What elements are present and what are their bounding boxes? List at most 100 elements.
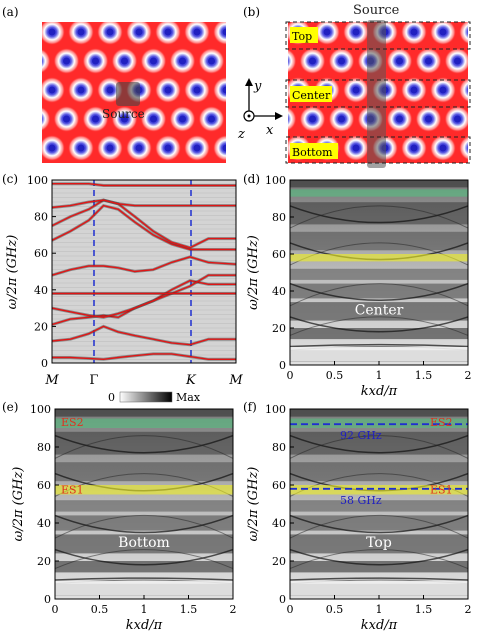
lattice-spot — [256, 19, 282, 45]
lattice-spot-core — [338, 0, 345, 7]
region-label-bottom-bg — [290, 143, 338, 159]
lattice-spot — [213, 77, 226, 103]
y-tick-label: 60 — [272, 479, 286, 492]
lattice-spot-core — [164, 144, 172, 152]
lattice-spot — [242, 135, 268, 161]
edge-state-label: ES1 — [61, 484, 84, 497]
lattice-a-spots — [20, 0, 283, 181]
lattice-spot-core — [121, 57, 128, 65]
panel-f: 92 GHz 58 GHz ES2 ES1 Top 0 20 40 60 80 100 0 0.5 1 1.… — [246, 403, 472, 633]
heatmap-band — [290, 283, 468, 299]
lattice-spot — [474, 164, 478, 190]
lattice-spot — [228, 48, 254, 74]
x-tick-label: 0 — [52, 603, 59, 616]
lattice-spot-core — [454, 0, 461, 7]
x-tick-label: 1.5 — [415, 369, 433, 382]
x-tick-label: 0.5 — [91, 603, 109, 616]
lattice-spot-core — [266, 0, 273, 7]
lattice-spot-core — [121, 174, 128, 181]
lattice-spot-core — [106, 144, 114, 152]
lattice-spot-core — [63, 57, 70, 65]
region-box-top — [285, 21, 471, 50]
region-box-center — [285, 79, 471, 108]
axes-indicator: y x z — [237, 78, 283, 142]
region-label-bottom: Bottom — [292, 146, 333, 159]
dispersion-curve — [289, 343, 469, 348]
lattice-spot-core — [193, 28, 201, 36]
panel-label-a: (a) — [2, 5, 19, 19]
lattice-spot-core — [338, 57, 345, 65]
dispersion-curve — [289, 434, 469, 454]
source-strip-b — [367, 20, 386, 168]
lattice-spot — [112, 0, 138, 16]
lattice-spot-core — [164, 86, 172, 94]
y-tick-label: 0 — [44, 593, 51, 606]
lattice-spot-core — [179, 0, 186, 7]
lattice-spot — [257, 48, 283, 74]
heatmap-band — [55, 500, 233, 512]
band-line-5 — [51, 256, 237, 276]
lattice-spot-core — [34, 58, 41, 65]
axis-label-x: x — [266, 123, 274, 138]
lattice-spot-core — [150, 115, 157, 123]
dispersion-curve — [54, 514, 234, 539]
region-label: Bottom — [118, 535, 170, 551]
lattice-spot-core — [179, 57, 186, 65]
lattice-spot-core — [396, 57, 403, 65]
panel-label-b: (b) — [243, 5, 260, 19]
lattice-spot-core — [48, 144, 56, 152]
heatmap-band — [290, 231, 468, 251]
heatmap-bright-band — [290, 581, 468, 595]
y-axis-label: ω/2π (GHz) — [246, 235, 261, 310]
region-label: Center — [355, 303, 404, 319]
frequency-label: 92 GHz — [340, 429, 382, 442]
lattice-spot — [474, 0, 478, 16]
panel-d: Center 0 20 40 60 80 100 0 0.5 1 1.5 2 ω/2π (GHz) kxd… — [246, 174, 472, 399]
band-line-0 — [52, 353, 236, 361]
lattice-spot — [199, 0, 225, 16]
x-tick-label: 1.5 — [180, 603, 198, 616]
dispersion-curve — [289, 205, 469, 224]
colorbar: 0 Max — [108, 391, 201, 404]
lattice-spot-core — [222, 86, 226, 94]
x-tick-label: M — [228, 373, 243, 388]
lattice-spot-core — [179, 115, 186, 123]
lattice-spot — [329, 0, 355, 16]
lattice-spot — [459, 135, 468, 161]
x-axis-label: kxd/π — [361, 384, 398, 399]
y-tick-label: 40 — [37, 517, 51, 530]
highlight-band-yellow — [290, 485, 468, 495]
panel-label-f: (f) — [243, 400, 257, 414]
highlight-band-green — [55, 418, 233, 428]
frequency-label: 58 GHz — [340, 494, 382, 507]
dispersion-curve — [54, 577, 234, 581]
y-tick-label: 40 — [272, 517, 286, 530]
y-tick-label: 100 — [30, 403, 51, 416]
lattice-spot-core — [48, 28, 56, 36]
lattice-spot-core — [92, 57, 99, 65]
lattice-spot — [288, 48, 297, 74]
lattice-spot-core — [63, 115, 70, 123]
dispersion-curve — [289, 283, 469, 307]
lattice-spot-core — [20, 87, 27, 94]
lattice-spot — [213, 22, 226, 45]
lattice-spot-core — [63, 174, 70, 181]
lattice-spot-core — [367, 174, 374, 181]
panel-label-e: (e) — [2, 400, 18, 414]
lattice-spot — [271, 0, 297, 16]
y-label-c: ω/2π (GHz) — [5, 235, 20, 310]
lattice-spot-core — [179, 174, 186, 181]
y-tick-label: 40 — [272, 285, 286, 298]
x-tick-label: 1 — [376, 369, 383, 382]
x-tick-label: 2 — [465, 603, 472, 616]
lattice-spot — [54, 0, 80, 16]
lattice-spot-core — [20, 29, 27, 36]
lattice-spot-core — [193, 86, 201, 94]
lattice-spot — [83, 0, 109, 16]
dispersion-curve — [289, 577, 469, 581]
lattice-spot-core — [309, 0, 316, 7]
lattice-spot-core — [454, 57, 461, 65]
heatmap-band — [290, 409, 468, 417]
region-box-bottom — [285, 136, 471, 164]
